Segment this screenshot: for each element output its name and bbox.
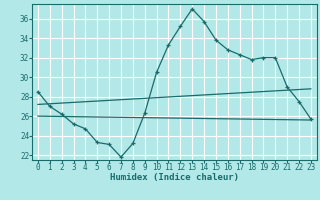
X-axis label: Humidex (Indice chaleur): Humidex (Indice chaleur)	[110, 173, 239, 182]
